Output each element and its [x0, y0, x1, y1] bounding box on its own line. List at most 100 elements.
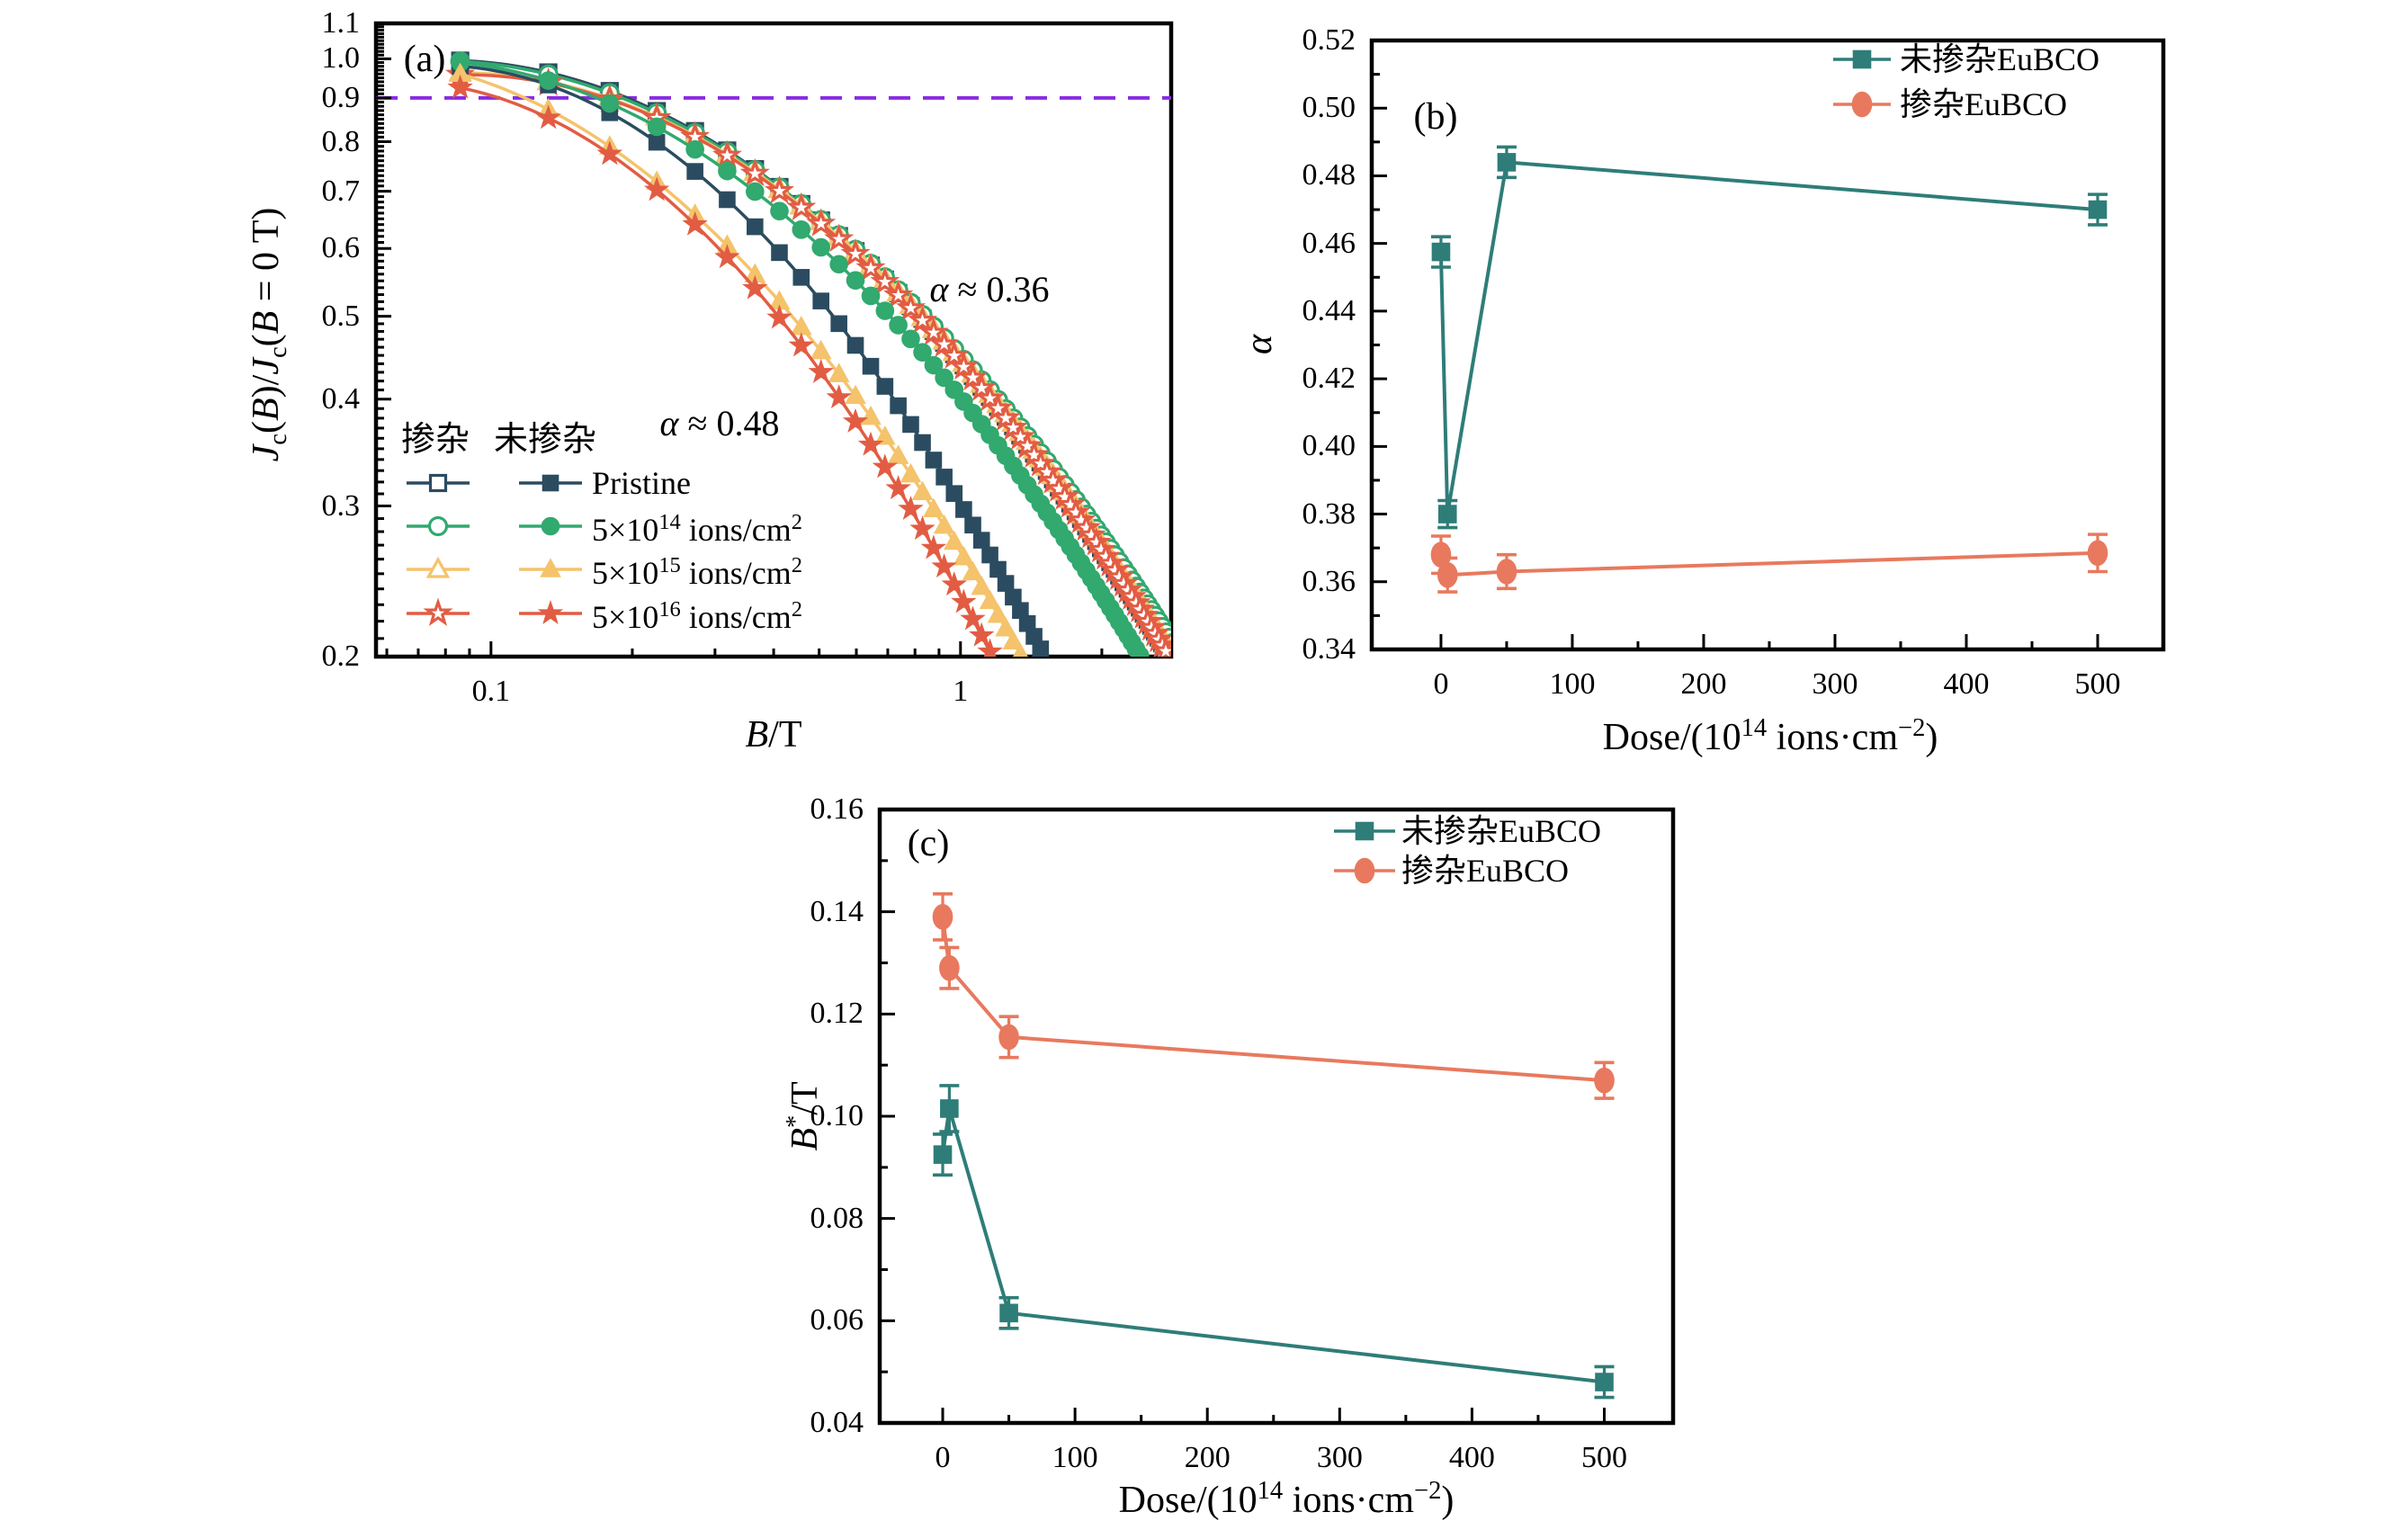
marker-square-icon: [771, 244, 788, 262]
marker-square-icon: [972, 532, 990, 549]
marker-ellipse-icon: [1496, 559, 1517, 585]
marker-triangle-icon: [962, 560, 984, 581]
marker-star-icon: [808, 358, 834, 383]
marker-star-icon: [714, 244, 740, 269]
marker-square-icon: [940, 1099, 959, 1118]
marker-star-icon: [447, 74, 473, 99]
marker-circle-icon: [829, 255, 848, 274]
marker-triangle-icon: [933, 514, 955, 534]
marker-star-icon: [855, 252, 886, 282]
marker-square-icon: [1437, 505, 1457, 523]
marker-square-icon: [964, 516, 981, 534]
marker-star-icon: [939, 340, 970, 369]
marker-star-icon: [895, 292, 926, 321]
marker-square-icon: [1497, 153, 1517, 172]
legend-a-marker-open-circle-icon: [427, 515, 449, 537]
marker-triangle-icon: [1012, 642, 1028, 657]
marker-star-icon: [596, 140, 623, 166]
panel-b-plot-area: [1430, 145, 2108, 594]
marker-triangle-icon: [845, 384, 866, 405]
marker-square-icon: [846, 336, 864, 354]
panel-b-legend-marker-square-icon: [1852, 49, 1872, 69]
marker-star-icon: [806, 208, 837, 237]
marker-ellipse-icon: [1594, 1067, 1615, 1094]
marker-circle-icon: [889, 316, 908, 335]
series-line-undoped-EuBCO: [941, 1107, 1605, 1384]
marker-triangle-icon: [860, 405, 882, 425]
legend-a-marker-open-star-icon: [423, 597, 453, 627]
marker-triangle-icon: [979, 589, 1001, 610]
marker-star-icon: [957, 362, 989, 391]
series-markers-doped-5e15: [448, 59, 1171, 657]
marker-square-icon: [925, 452, 943, 469]
marker-circle-icon: [913, 343, 932, 362]
marker-circle-icon: [811, 237, 830, 257]
marker-ellipse-icon: [998, 1024, 1019, 1051]
marker-star-icon: [786, 192, 817, 221]
panel-c-legend-marker-square-icon: [1355, 821, 1374, 841]
marker-star-icon: [908, 305, 938, 334]
marker-star-icon: [870, 266, 900, 295]
marker-star-icon: [857, 431, 884, 456]
marker-star-icon: [960, 605, 986, 631]
marker-triangle-icon: [953, 545, 975, 566]
marker-circle-icon: [539, 71, 558, 90]
series-line-doped-EuBCO: [1438, 550, 2099, 577]
legend-a-marker-open-triangle-icon: [425, 556, 451, 578]
marker-circle-icon: [746, 182, 765, 201]
marker-star-icon: [766, 304, 792, 329]
marker-triangle-icon: [995, 617, 1016, 637]
marker-square-icon: [989, 560, 1007, 578]
marker-star-icon: [1150, 635, 1171, 657]
series-markers-undoped-5e16: [447, 74, 1003, 657]
marker-star-icon: [920, 534, 947, 559]
marker-star-icon: [872, 453, 899, 479]
marker-triangle-icon: [887, 444, 909, 464]
marker-star-icon: [898, 496, 924, 521]
marker-square-icon: [955, 501, 972, 518]
marker-square-icon: [792, 269, 810, 286]
series-line-doped-EuBCO: [941, 917, 1605, 1083]
marker-star-icon: [682, 210, 708, 236]
panel-c-plot-area: [932, 891, 1615, 1400]
marker-circle-icon: [600, 94, 620, 113]
marker-star-icon: [643, 176, 670, 201]
marker-square-icon: [862, 357, 880, 375]
marker-star-icon: [824, 223, 855, 252]
series-line-undoped-EuBCO: [1438, 160, 2099, 514]
legend-a-graphics: [407, 473, 582, 627]
marker-star-icon: [882, 280, 914, 309]
marker-circle-icon: [924, 355, 944, 375]
marker-star-icon: [842, 407, 869, 434]
marker-star-icon: [826, 384, 852, 409]
marker-square-icon: [719, 191, 736, 209]
marker-circle-icon: [1130, 646, 1150, 657]
series-markers-undoped-5e14: [451, 53, 1150, 657]
panel-b-legend-marker-ellipse-icon: [1851, 91, 1873, 118]
marker-circle-icon: [647, 117, 667, 137]
marker-circle-icon: [792, 220, 811, 239]
legend-a-marker-filled-star-icon: [537, 600, 564, 625]
marker-square-icon: [686, 163, 703, 180]
marker-ellipse-icon: [1437, 561, 1458, 588]
marker-star-icon: [742, 274, 768, 300]
marker-square-icon: [935, 469, 953, 486]
marker-ellipse-icon: [2087, 540, 2108, 567]
marker-square-icon: [981, 546, 998, 564]
marker-square-icon: [1595, 1373, 1614, 1391]
marker-square-icon: [890, 397, 907, 415]
marker-triangle-icon: [911, 480, 934, 501]
marker-triangle-icon: [943, 530, 965, 550]
marker-square-icon: [876, 378, 894, 395]
marker-star-icon: [909, 515, 935, 541]
marker-star-icon: [931, 553, 957, 578]
marker-star-icon: [951, 588, 977, 613]
legend-a-marker-filled-square-icon: [542, 474, 559, 492]
legend-a-marker-open-square-icon: [428, 473, 448, 493]
marker-star-icon: [929, 328, 960, 358]
marker-square-icon: [933, 1145, 953, 1164]
marker-triangle-icon: [873, 425, 896, 445]
marker-square-icon: [902, 416, 919, 434]
marker-square-icon: [2088, 200, 2108, 219]
